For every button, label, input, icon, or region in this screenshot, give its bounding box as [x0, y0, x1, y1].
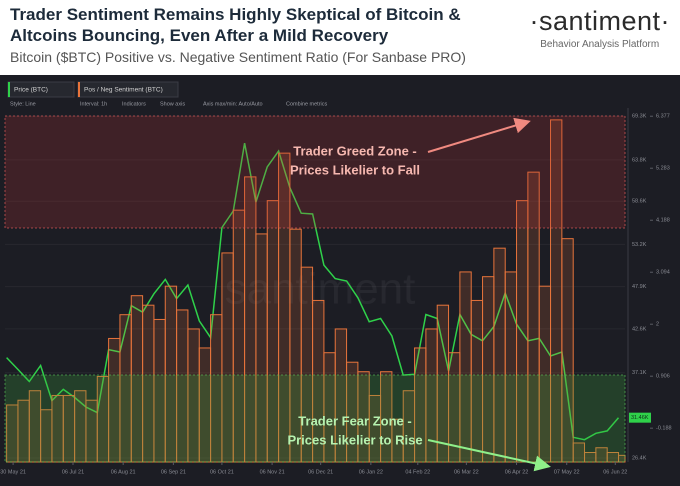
fear-zone [4, 374, 626, 463]
arrow [427, 117, 531, 153]
annotation: Trader Fear Zone - [298, 413, 411, 428]
x-tick-label: 06 Mar 22 [454, 469, 479, 475]
y-tick-label: 53.2K [632, 242, 647, 248]
x-tick-label: 04 Feb 22 [405, 469, 430, 475]
y-tick-label: 69.3K [632, 113, 647, 119]
y2-tick-label: 0.906 [656, 374, 670, 380]
brand-tagline: Behavior Analysis Platform [540, 39, 660, 50]
annotation: Prices Likelier to Rise [287, 432, 422, 447]
x-tick-label: 06 Nov 21 [260, 469, 285, 475]
y-tick-label: 37.1K [632, 370, 647, 376]
toolbar-option[interactable]: Show axis [160, 101, 185, 107]
greed-zone [4, 115, 626, 229]
sentiment-step [618, 454, 626, 463]
x-tick-label: 06 Oct 21 [210, 469, 234, 475]
toolbar-option[interactable]: Style: Line [10, 101, 36, 107]
y2-tick-label: 3.094 [656, 270, 670, 276]
x-tick-label: 06 Dec 21 [308, 469, 333, 475]
x-tick-label: 06 Jun 22 [603, 469, 627, 475]
brand: ·santiment· Behavior Analysis Platform [529, 6, 670, 50]
tab-marker [78, 82, 80, 97]
y-tick-label: 26.4K [632, 455, 647, 461]
header: Trader Sentiment Remains Highly Skeptica… [10, 4, 490, 65]
x-tick-label: 06 Jul 21 [62, 469, 84, 475]
x-tick-label: 06 Jan 22 [359, 469, 383, 475]
price-tag-box [629, 412, 651, 423]
annotation: Prices Likelier to Fall [290, 162, 420, 177]
annotation: Trader Greed Zone - [293, 143, 417, 158]
y-tick-label: 58.6K [632, 199, 647, 205]
y-tick-label: 42.6K [632, 326, 647, 332]
x-tick-label: 06 Aug 21 [111, 469, 136, 475]
tab-marker [8, 82, 10, 97]
y2-tick-label: -0.188 [656, 426, 672, 432]
subtitle: Bitcoin ($BTC) Positive vs. Negative Sen… [10, 49, 466, 65]
y-tick-label: 63.8K [632, 157, 647, 163]
brand-name: ·santiment· [529, 6, 670, 36]
x-tick-label: 06 Sep 21 [161, 469, 186, 475]
toolbar-option[interactable]: Indicators [122, 101, 146, 107]
y2-tick-label: 5.283 [656, 166, 670, 172]
toolbar-option[interactable]: Interval: 1h [80, 101, 107, 107]
toolbar-option[interactable]: Combine metrics [286, 101, 328, 107]
toolbar-option[interactable]: Axis max/min: Auto/Auto [203, 101, 263, 107]
y2-tick-label: 6.377 [656, 114, 670, 120]
y-tick-label: 47.9K [632, 284, 647, 290]
x-tick-label: 30 May 21 [0, 469, 26, 475]
tab-label[interactable]: Pos / Neg Sentiment (BTC) [84, 87, 163, 94]
price-tag: 31.46K [631, 415, 649, 421]
title: Trader Sentiment Remains Highly Skeptica… [10, 5, 461, 45]
y2-tick-label: 4.188 [656, 218, 670, 224]
tab-label[interactable]: Price (BTC) [14, 87, 48, 94]
x-tick-label: 07 May 22 [554, 469, 580, 475]
y2-tick-label: 2 [656, 322, 659, 328]
x-tick-label: 06 Apr 22 [505, 469, 529, 475]
panel [0, 75, 680, 486]
arrow [427, 439, 551, 472]
